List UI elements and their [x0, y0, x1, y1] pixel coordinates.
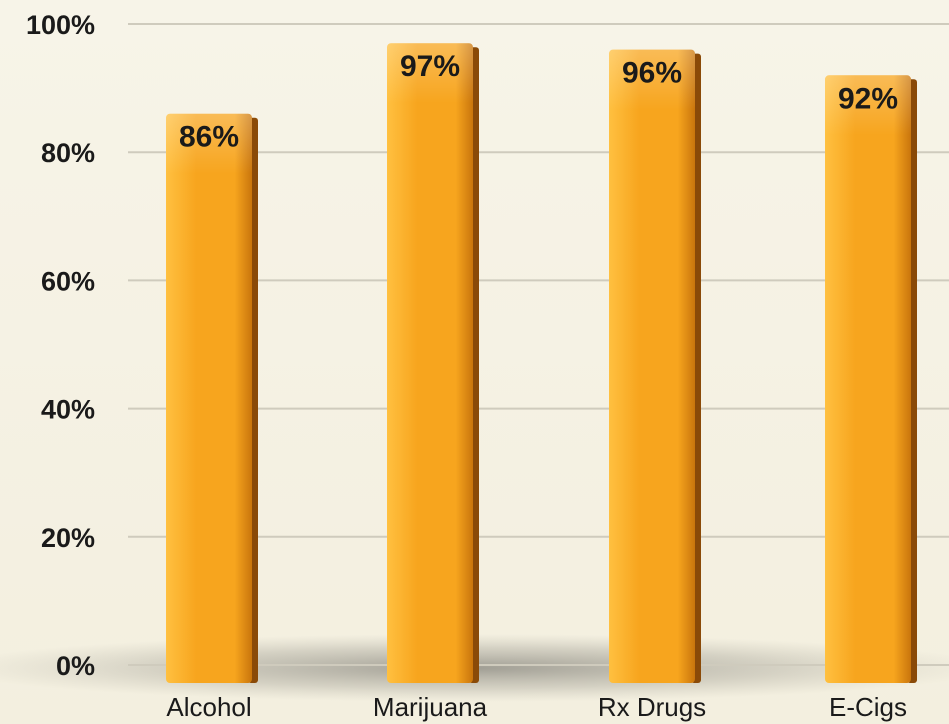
bar	[825, 75, 911, 683]
x-category-label: E-Cigs	[829, 692, 907, 722]
bar	[387, 43, 473, 684]
gridlines	[128, 23, 949, 666]
bar-value-label: 97%	[400, 50, 460, 83]
y-axis-ticks: 0% 20% 40% 60% 80% 100%	[26, 10, 95, 681]
x-axis-labels: Alcohol Marijuana Rx Drugs E-Cigs	[166, 692, 907, 722]
bar-sheen	[825, 75, 911, 136]
bar	[609, 49, 695, 683]
bars: 86% 97% 96% 92%	[166, 43, 917, 684]
bar-group: 92%	[825, 75, 917, 683]
y-tick-label: 60%	[41, 266, 95, 296]
y-tick-label: 20%	[41, 523, 95, 553]
bar-sheen	[387, 43, 473, 104]
y-tick-label: 100%	[26, 10, 95, 40]
x-category-label: Marijuana	[373, 692, 488, 722]
y-tick-label: 80%	[41, 138, 95, 168]
bar	[166, 113, 252, 684]
bar-sheen	[609, 49, 695, 110]
y-tick-label: 0%	[56, 651, 95, 681]
x-category-label: Rx Drugs	[598, 692, 706, 722]
bar-value-label: 86%	[179, 121, 239, 154]
bar-group: 86%	[166, 113, 258, 684]
x-category-label: Alcohol	[166, 692, 251, 722]
bar-value-label: 92%	[838, 82, 898, 115]
bar-sheen	[166, 113, 252, 174]
bar-value-label: 96%	[622, 57, 682, 90]
bar-group: 96%	[609, 49, 701, 683]
y-tick-label: 40%	[41, 395, 95, 425]
bar-group: 97%	[387, 43, 479, 684]
